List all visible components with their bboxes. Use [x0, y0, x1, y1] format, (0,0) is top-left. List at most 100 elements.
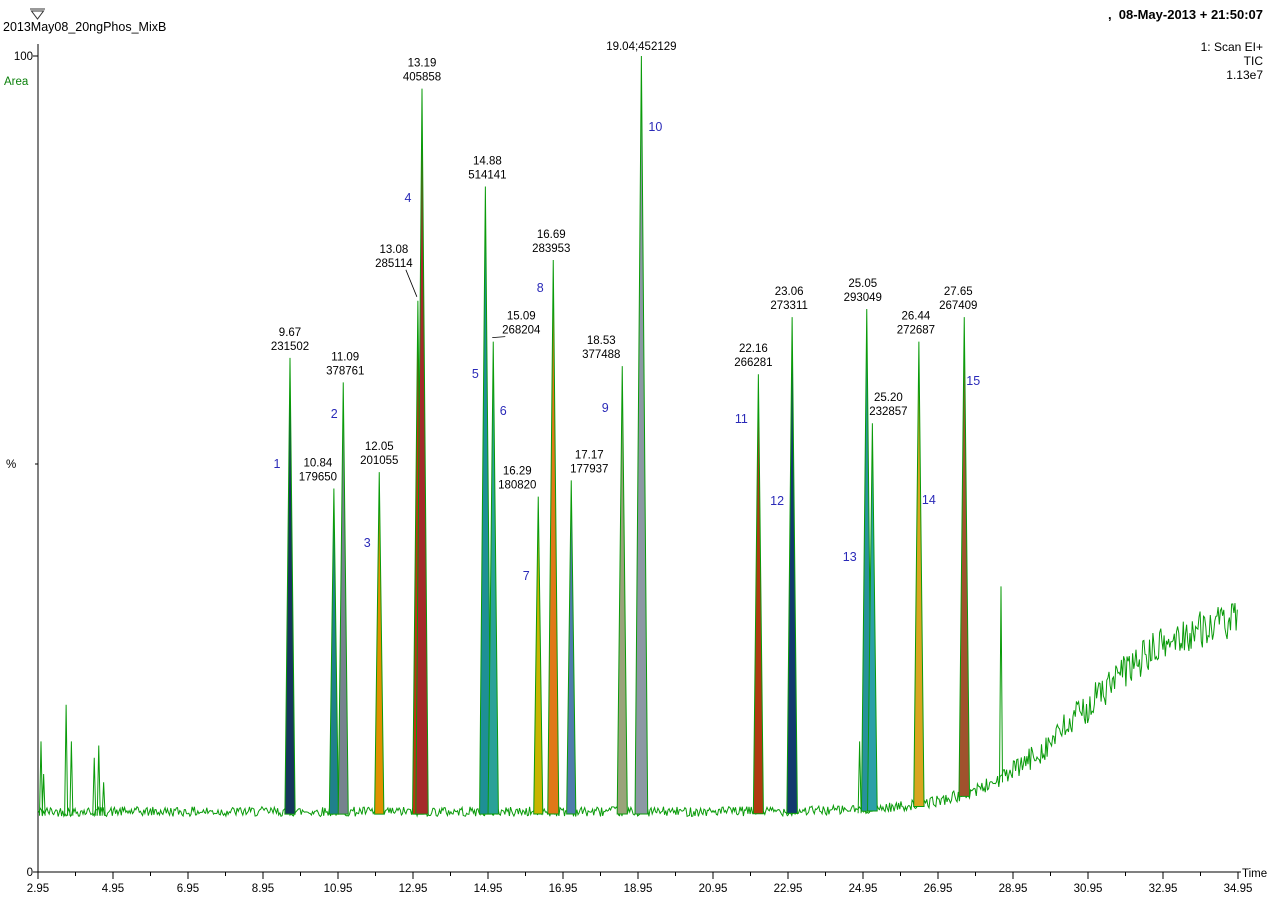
peak-rt-label: 16.69 [537, 229, 566, 241]
minor-peak [101, 782, 106, 816]
peak-number: 1 [274, 457, 281, 471]
peak-shape [913, 341, 925, 807]
peak-rt-label: 16.29 [503, 466, 532, 478]
peak-shape [284, 357, 296, 815]
minor-peak [39, 741, 43, 816]
peak-number: 10 [648, 120, 662, 134]
peak-rt-label: 23.06 [775, 286, 804, 298]
intensity-scale-label: 1.13e7 [1226, 68, 1263, 82]
x-tick-label: 2.95 [27, 883, 49, 895]
peak-number: 5 [472, 367, 479, 381]
x-tick-label: 16.95 [549, 883, 578, 895]
x-tick-label: 24.95 [849, 883, 878, 895]
peak-number: 12 [770, 494, 784, 508]
peak-number: 9 [602, 401, 609, 415]
x-tick-label: 32.95 [1149, 883, 1178, 895]
x-tick-label: 14.95 [474, 883, 503, 895]
peak-shape [547, 259, 560, 815]
x-tick-label: 12.95 [399, 883, 428, 895]
peak-shape [374, 472, 385, 815]
sample-name: 2013May08_20ngPhos_MixB [3, 20, 167, 34]
scan-function-label: 1: Scan EI+ [1200, 40, 1263, 54]
peak-shape [634, 55, 649, 815]
x-tick-label: 20.95 [699, 883, 728, 895]
peak-number: 13 [843, 550, 857, 564]
peak-number: 14 [922, 493, 936, 507]
minor-peak [41, 774, 46, 816]
y-max-label: 100 [14, 51, 33, 63]
peak-area-label: 267409 [939, 300, 977, 312]
peak-number: 11 [735, 412, 748, 426]
peak-number: 2 [331, 407, 338, 421]
peak-shape [786, 317, 798, 814]
x-tick-label: 22.95 [774, 883, 803, 895]
x-tick-label: 4.95 [102, 883, 124, 895]
peak-area-label: 377488 [582, 349, 620, 361]
x-tick-label: 34.95 [1224, 883, 1253, 895]
peak-area-label: 293049 [844, 292, 882, 304]
peak-area-label: 273311 [770, 300, 808, 312]
peak-area-label: 514141 [468, 170, 506, 182]
peak-shape [566, 480, 577, 815]
peak-area-label: 232857 [869, 406, 907, 418]
label-leader-line [492, 336, 506, 338]
y-unit-label: % [6, 459, 16, 471]
peak-rt-label: 13.08 [379, 244, 408, 256]
peak-area-label: 179650 [299, 471, 337, 483]
peak-shape [752, 374, 764, 815]
peak-area-label: 268204 [502, 325, 541, 337]
peak-area-label: 283953 [532, 243, 570, 255]
range-marker-icon [30, 8, 45, 20]
peak-shape [415, 88, 429, 815]
peak-rt-label: 18.53 [587, 335, 616, 347]
peak-number: 15 [966, 374, 980, 388]
peak-shape [616, 366, 628, 815]
peak-rt-label: 15.09 [507, 311, 536, 323]
minor-peak [69, 741, 74, 816]
minor-peak [999, 586, 1003, 783]
peak-rt-label: 27.65 [944, 286, 973, 298]
minor-peak [92, 757, 97, 816]
peak-shape [958, 317, 971, 797]
x-tick-label: 6.95 [177, 883, 199, 895]
minor-peak [857, 741, 862, 814]
peak-area-label: 231502 [271, 341, 309, 353]
x-tick-label: 28.95 [999, 883, 1028, 895]
tic-trace [37, 603, 1238, 818]
peak-number: 3 [364, 536, 371, 550]
x-tick-label: 10.95 [324, 883, 353, 895]
time-axis-label: Time [1242, 868, 1267, 880]
minor-peak [64, 704, 69, 816]
x-tick-label: 8.95 [252, 883, 274, 895]
peak-number: 8 [537, 281, 544, 295]
peak-area-label: 285114 [375, 258, 413, 270]
label-leader-line [405, 269, 418, 297]
minor-peak [96, 745, 101, 816]
acquired-datetime: , 08-May-2013 + 21:50:07 [1107, 7, 1263, 22]
peak-rt-label: 17.17 [575, 449, 604, 461]
peak-shape [337, 382, 349, 815]
tic-label: TIC [1243, 54, 1263, 68]
peak-shape [533, 496, 544, 815]
peak-number: 6 [500, 404, 507, 418]
peak-rt-label: 10.84 [303, 457, 332, 469]
peak-number: 4 [405, 191, 412, 205]
peak-shape [328, 488, 339, 815]
peak-number: 7 [523, 569, 530, 583]
peak-shape [479, 186, 492, 815]
peak-rt-label: 25.05 [848, 278, 877, 290]
peak-shape [867, 423, 878, 812]
peak-area-label: 378761 [326, 365, 364, 377]
peak-shape [487, 341, 499, 815]
x-tick-label: 18.95 [624, 883, 653, 895]
peak-rt-label: 22.16 [739, 343, 768, 355]
peak-rt-label: 25.20 [874, 392, 903, 404]
x-tick-label: 26.95 [924, 883, 953, 895]
peak-area-label: 201055 [360, 455, 398, 467]
peak-rt-label: 9.67 [279, 327, 301, 339]
peak-rt-label: 11.09 [331, 351, 359, 363]
peak-label: 19.04;452129 [606, 41, 676, 53]
peak-area-label: 177937 [570, 463, 608, 475]
